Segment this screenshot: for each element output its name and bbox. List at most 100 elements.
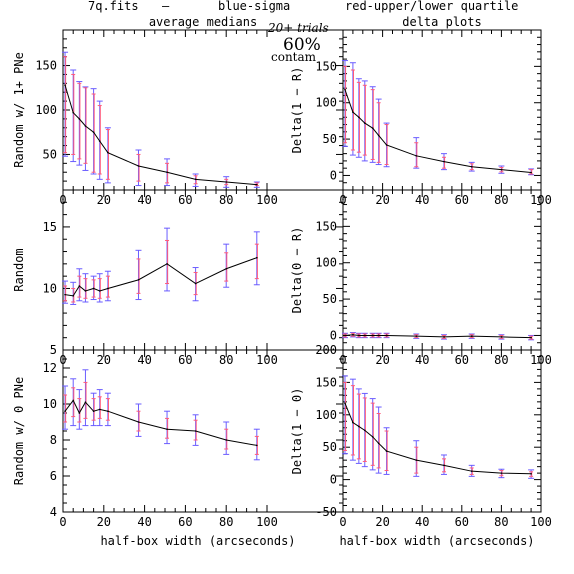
y-tick-label: 150 [315, 375, 337, 389]
x-tick-label: 20 [97, 515, 111, 529]
x-tick-label: 40 [415, 515, 429, 529]
x-tick-label: 60 [455, 515, 469, 529]
data-point [225, 181, 227, 183]
data-point [415, 459, 418, 461]
panel-p5: 0 20 40 60 80 100 4 6 8 10 12 half-box width (arcse… [12, 349, 344, 548]
y-tick-label: 5 [50, 343, 57, 357]
x-tick-label: 60 [455, 193, 469, 207]
y-tick-label: 150 [315, 59, 337, 73]
y-tick-label: 10 [43, 281, 57, 295]
x-tick-label: 40 [137, 515, 151, 529]
data-point [358, 334, 360, 337]
data-point [377, 442, 380, 445]
y-tick-label: 50 [323, 292, 337, 306]
x-tick-label: 20 [375, 515, 389, 529]
y-tick-label: 150 [315, 219, 337, 233]
data-point [530, 472, 532, 475]
series-line [64, 399, 257, 446]
data-point [255, 256, 258, 259]
y-tick-label: 15 [43, 220, 57, 234]
data-point [470, 335, 473, 337]
y-axis-label: Delta(1 − 0) [290, 388, 304, 475]
y-tick-label: 100 [315, 96, 337, 110]
data-point [352, 333, 354, 336]
data-point [137, 165, 140, 167]
header-dash: — [162, 0, 170, 13]
data-point [363, 122, 366, 124]
data-point [194, 178, 197, 181]
data-point [166, 263, 168, 265]
data-point [84, 125, 87, 127]
data-point [64, 410, 66, 413]
y-axis-label: Random [12, 248, 26, 291]
panel-title: delta plots [402, 15, 481, 29]
data-point [415, 155, 418, 157]
data-point [371, 334, 374, 337]
header: 7q.fits — blue-sigma red-upper/lower qua… [88, 0, 518, 64]
x-tick-label: 100 [256, 515, 278, 529]
y-axis-label: Random w/ 0 PNe [12, 377, 26, 485]
data-point [72, 111, 74, 114]
data-point [358, 116, 360, 119]
data-point [470, 165, 473, 168]
axes-frame [342, 189, 542, 351]
data-point [72, 295, 74, 297]
y-axis-label: Delta(1 − R) [290, 67, 304, 154]
x-tick-label: 100 [530, 515, 552, 529]
y-tick-label: 0 [330, 168, 337, 182]
y-tick-label: 50 [323, 440, 337, 454]
data-point [225, 439, 227, 441]
data-point [385, 334, 388, 337]
data-point [358, 425, 360, 428]
data-point [377, 134, 380, 137]
data-point [78, 118, 81, 120]
legend-blue-sigma: blue-sigma [218, 0, 290, 13]
data-point [84, 401, 87, 404]
header-trials: 20+ trials [267, 21, 329, 35]
y-axis-label: Random w/ 1+ PNe [12, 52, 26, 168]
y-tick-label: 10 [43, 397, 57, 411]
x-tick-label: 0 [59, 515, 66, 529]
data-point [194, 282, 197, 285]
x-axis-label: half-box width (arcseconds) [100, 534, 295, 548]
series-line [64, 84, 257, 186]
data-point [137, 279, 140, 281]
x-tick-label: 40 [137, 193, 151, 207]
data-point [500, 336, 503, 338]
data-point [344, 402, 346, 404]
x-tick-label: 100 [256, 353, 278, 367]
x-tick-label: 80 [219, 353, 233, 367]
data-point [385, 450, 388, 452]
data-point [225, 267, 227, 270]
data-point [64, 84, 66, 86]
data-point [92, 131, 95, 134]
x-tick-label: 100 [256, 193, 278, 207]
data-point [352, 111, 354, 113]
y-tick-label: 0 [330, 473, 337, 487]
y-tick-label: 100 [315, 256, 337, 270]
data-point [443, 336, 445, 338]
series-line [344, 89, 532, 174]
data-point [78, 285, 81, 287]
data-point [530, 171, 532, 174]
data-point [500, 472, 503, 474]
x-tick-label: 60 [455, 353, 469, 367]
data-point [363, 429, 366, 432]
header-contam-pct: 60% [283, 35, 321, 55]
data-point [344, 88, 346, 91]
data-point [385, 144, 388, 146]
data-point [92, 410, 95, 413]
x-tick-label: 40 [137, 353, 151, 367]
x-tick-label: 80 [219, 515, 233, 529]
x-tick-label: 20 [97, 193, 111, 207]
x-tick-label: 60 [178, 193, 192, 207]
data-point [92, 287, 95, 290]
y-tick-label: 0 [330, 328, 337, 342]
y-tick-label: 12 [43, 361, 57, 375]
data-point [470, 470, 473, 472]
data-point [98, 140, 101, 142]
data-point [107, 410, 109, 413]
y-axis-label: Delta(0 − R) [290, 227, 304, 314]
